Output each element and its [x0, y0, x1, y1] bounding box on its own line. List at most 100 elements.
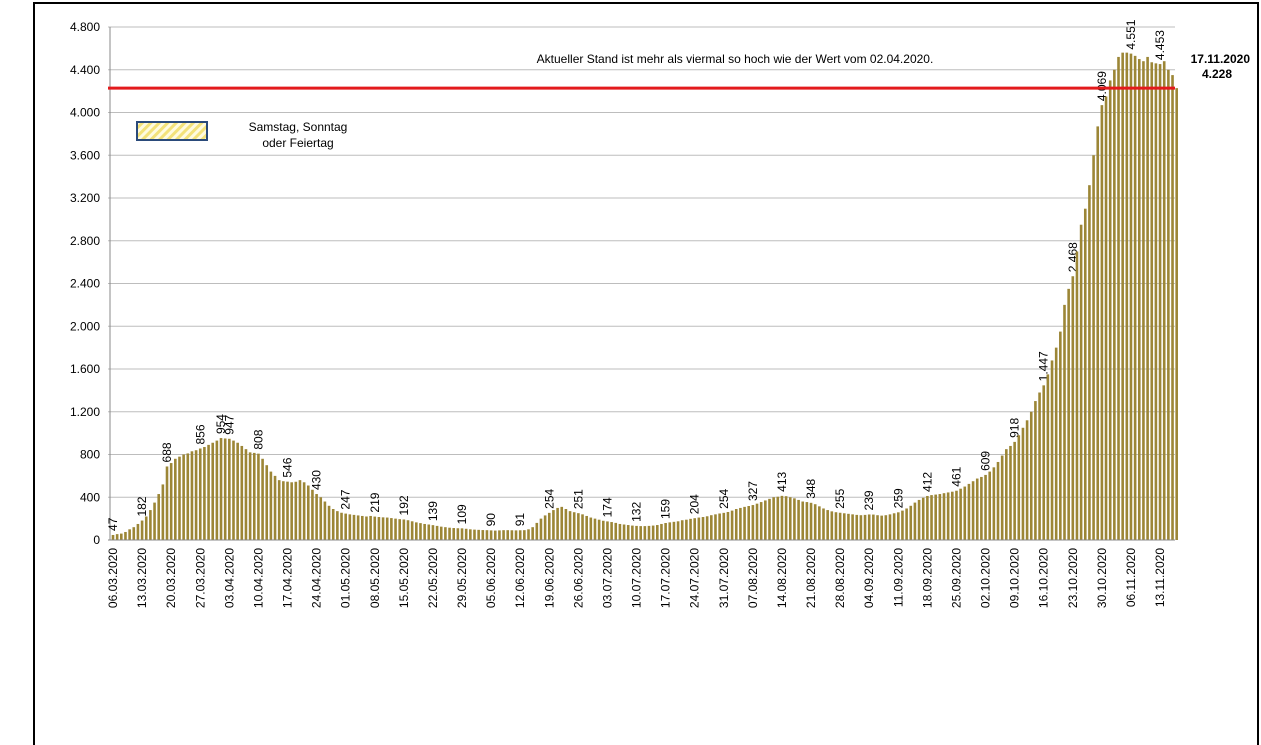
bar — [244, 449, 248, 540]
bar — [1050, 360, 1054, 540]
x-tick-label: 20.03.2020 — [164, 548, 178, 608]
bar — [1154, 63, 1158, 541]
bar — [498, 530, 501, 540]
value-label: 182 — [135, 496, 149, 516]
bar — [909, 505, 913, 540]
x-tick-label: 24.07.2020 — [688, 548, 702, 608]
bar — [988, 471, 992, 540]
x-tick-label: 25.09.2020 — [949, 548, 963, 608]
bar — [1142, 61, 1145, 540]
bar — [282, 481, 285, 540]
bar — [1034, 401, 1037, 540]
y-tick-label: 2.800 — [70, 234, 100, 248]
bar — [153, 502, 156, 540]
bar — [892, 513, 896, 540]
bar — [315, 494, 318, 540]
bar — [784, 496, 788, 540]
bar — [1000, 455, 1004, 540]
x-tick-label: 11.09.2020 — [891, 548, 905, 607]
x-tick-label: 06.03.2020 — [106, 548, 120, 608]
bar — [419, 523, 422, 540]
bar — [813, 504, 817, 540]
bar — [435, 525, 439, 540]
value-label: 90 — [484, 513, 498, 527]
reference-label: 4.228 — [1202, 67, 1232, 81]
bar — [406, 520, 410, 540]
bar — [294, 481, 298, 540]
bar — [926, 495, 929, 540]
bar — [631, 525, 634, 540]
bar — [464, 528, 468, 540]
bar — [747, 506, 751, 540]
bar — [996, 461, 1000, 540]
bar — [776, 496, 780, 540]
bar — [535, 522, 539, 540]
bar — [651, 525, 655, 540]
bar — [635, 525, 638, 540]
bar — [577, 513, 580, 540]
bar — [980, 476, 983, 540]
x-tick-label: 21.08.2020 — [804, 548, 818, 608]
x-tick-label: 17.04.2020 — [281, 548, 295, 608]
value-label: 327 — [746, 481, 760, 501]
bar — [739, 507, 742, 540]
y-tick-label: 4.800 — [70, 20, 100, 34]
bar — [788, 497, 792, 540]
bar — [851, 514, 854, 540]
bar — [905, 508, 908, 540]
frame — [33, 2, 1259, 745]
bar — [718, 513, 721, 540]
bar — [115, 534, 119, 540]
bar — [136, 523, 140, 540]
bar — [211, 442, 215, 540]
bar — [859, 515, 863, 540]
x-tick-label: 02.10.2020 — [979, 548, 993, 608]
bar — [323, 501, 327, 540]
value-label: 255 — [833, 488, 847, 508]
x-tick-label: 17.07.2020 — [659, 548, 673, 608]
bar — [1096, 126, 1100, 541]
bar — [759, 502, 763, 540]
bar — [1113, 69, 1116, 540]
value-label: 91 — [513, 513, 527, 527]
bar — [772, 497, 775, 540]
bar — [286, 481, 289, 540]
bar — [302, 482, 306, 540]
bar — [822, 508, 825, 540]
x-tick-label: 29.05.2020 — [455, 548, 469, 608]
x-tick-label: 08.05.2020 — [368, 548, 382, 608]
value-label: 109 — [455, 504, 469, 524]
value-label: 808 — [251, 429, 265, 449]
x-tick-label: 31.07.2020 — [717, 548, 731, 608]
bar — [390, 518, 393, 540]
value-label: 546 — [281, 457, 295, 477]
bar — [485, 530, 489, 540]
bar — [373, 516, 377, 540]
bar — [975, 478, 979, 540]
bar — [178, 456, 181, 540]
bar — [398, 519, 401, 540]
bar — [456, 528, 460, 540]
value-label: 254 — [717, 489, 731, 509]
x-tick-label: 12.06.2020 — [513, 548, 527, 608]
bar — [801, 501, 805, 540]
bar — [223, 438, 227, 540]
x-tick-label: 03.07.2020 — [600, 548, 614, 608]
bar — [248, 452, 252, 540]
bar — [1083, 208, 1087, 540]
bar — [1171, 75, 1174, 540]
bar — [518, 530, 522, 540]
bar — [685, 519, 688, 540]
annotation: Aktueller Stand ist mehr als viermal so … — [537, 52, 934, 66]
bar — [269, 471, 273, 540]
value-label: 918 — [1008, 418, 1022, 438]
bar — [369, 515, 372, 540]
bar — [863, 514, 867, 540]
bar — [261, 458, 264, 540]
bar — [352, 514, 356, 540]
bar — [1137, 59, 1141, 540]
bar — [656, 525, 659, 540]
bar — [539, 518, 543, 540]
bar — [1158, 64, 1162, 540]
bar — [1021, 427, 1025, 540]
